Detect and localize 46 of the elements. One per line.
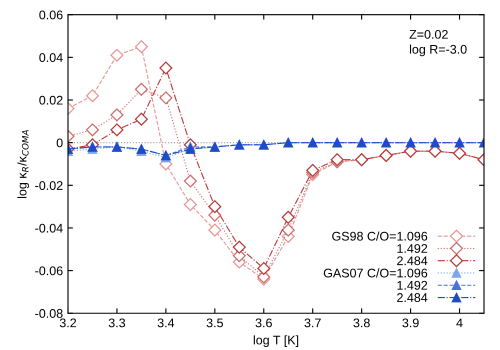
y-tick-label: -0.06 [35,266,63,276]
x-tick-label: 3.4 [158,318,174,328]
y-tick-label: -0.08 [35,309,63,318]
point [110,108,124,122]
legend-label: GAS07 C/O=1.096 [324,268,428,278]
point [86,89,99,102]
point [232,240,246,254]
point [159,61,172,75]
point [282,210,295,224]
legend-label: 2.484 [397,293,428,302]
x-tick-label: 3.8 [353,318,370,328]
annotation: log R=-3.0 [410,44,467,56]
y-tick-label: 0.04 [39,53,63,62]
legend-label: 1.492 [397,280,428,290]
x-tick-label: 3.3 [108,318,126,328]
point [159,91,172,104]
x-tick-label: 3.9 [402,318,419,328]
y-tick-label: 0.02 [39,96,63,105]
legend-label: 1.492 [397,244,428,253]
y-tick-label: -0.04 [35,224,63,233]
point [134,82,148,96]
legend-label: 2.484 [397,256,428,266]
x-tick-label: 3.7 [304,318,321,328]
point [184,174,197,188]
legend-label: GS98 C/O=1.096 [332,231,428,241]
point [208,224,222,237]
point [208,200,222,214]
y-tick-label: -0.02 [35,181,63,190]
point [184,198,197,212]
point [134,40,148,54]
point [282,224,295,237]
x-tick-label: 3.5 [206,318,223,328]
point [110,48,124,62]
x-tick-label: 3.6 [256,318,272,328]
point [306,164,320,177]
y-tick-label: 0.06 [39,10,63,20]
annotation: Z=0.02 [410,30,448,39]
point [110,123,124,136]
y-axis-title: log κ$_{R}$/κ$_{COMA}$ [17,130,29,198]
point [257,262,270,275]
y-tick-label: 0 [56,138,63,148]
x-tick-label: 4 [456,318,463,328]
x-axis-title: log T [K] [254,335,298,347]
x-tick-label: 3.2 [60,318,76,328]
point [134,112,148,126]
point [86,123,99,136]
